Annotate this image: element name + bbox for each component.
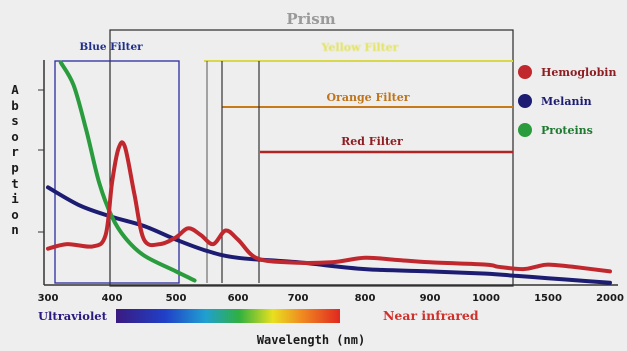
y-axis-title-letter: r bbox=[11, 144, 19, 160]
yellow-filter-label: Yellow Filter bbox=[321, 41, 399, 54]
spectrum-bar bbox=[116, 309, 340, 323]
y-axis-title-letter: p bbox=[11, 159, 19, 175]
y-axis-title-letter: o bbox=[11, 128, 19, 144]
x-tick-label: 300 bbox=[38, 293, 59, 304]
x-tick-label: 1500 bbox=[534, 293, 562, 304]
x-tick-label: 400 bbox=[102, 293, 123, 304]
x-tick-label: 500 bbox=[166, 293, 187, 304]
series-line-proteins bbox=[58, 60, 197, 283]
x-tick-label: 1000 bbox=[472, 293, 500, 304]
blue-filter-label: Blue Filter bbox=[79, 41, 143, 53]
legend-marker-hemoglobin bbox=[518, 65, 532, 79]
legend-label-proteins: Proteins bbox=[541, 124, 593, 137]
prism-box bbox=[109, 29, 514, 287]
x-tick-label: 2000 bbox=[596, 293, 624, 304]
x-tick-label: 900 bbox=[420, 293, 441, 304]
red-filter-label: Red Filter bbox=[341, 135, 403, 148]
y-axis-title-letter: n bbox=[11, 222, 19, 238]
y-axis-title-letter: o bbox=[11, 206, 19, 222]
x-tick-labels: 300 400 500 600 700 800 900 1000 1500 2000 bbox=[38, 293, 624, 304]
x-tick-label: 600 bbox=[228, 293, 249, 304]
x-tick-label: 700 bbox=[288, 293, 309, 304]
y-axis-title-letter: i bbox=[11, 191, 19, 207]
near-infrared-label: Near infrared bbox=[383, 308, 479, 323]
y-axis-title-letter: s bbox=[11, 113, 19, 129]
x-axis-title: Wavelength (nm) bbox=[257, 333, 365, 347]
orange-filter: Orange Filter bbox=[221, 61, 513, 283]
chart-title: Prism bbox=[286, 10, 335, 28]
legend-label-melanin: Melanin bbox=[541, 95, 592, 108]
legend-marker-proteins bbox=[518, 123, 532, 137]
x-tick-label: 800 bbox=[355, 293, 376, 304]
legend-label-hemoglobin: Hemoglobin bbox=[541, 66, 616, 79]
y-axis-title-letter: A bbox=[11, 82, 19, 97]
series-lines bbox=[46, 60, 612, 285]
legend-marker-melanin bbox=[518, 94, 532, 108]
red-filter: Red Filter bbox=[258, 61, 513, 283]
y-axis-title-letter: t bbox=[11, 175, 19, 191]
orange-filter-label: Orange Filter bbox=[326, 91, 409, 104]
series-line-hemoglobin bbox=[46, 140, 612, 274]
legend: Hemoglobin Melanin Proteins bbox=[518, 65, 616, 137]
y-axis-title-letter: b bbox=[11, 97, 19, 113]
yellow-filter: Yellow Filter bbox=[204, 41, 513, 283]
blue-filter-box bbox=[54, 60, 180, 284]
ultraviolet-label: Ultraviolet bbox=[38, 309, 108, 323]
